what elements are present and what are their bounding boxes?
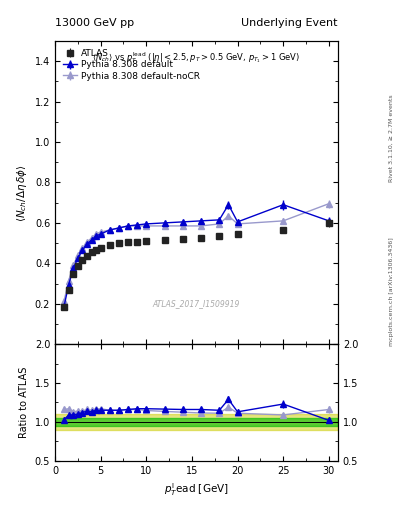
X-axis label: $p_T^{\rm l}$ead [GeV]: $p_T^{\rm l}$ead [GeV] [164, 481, 229, 498]
Y-axis label: $\langle N_{ch} / \Delta\eta\,\delta\phi\rangle$: $\langle N_{ch} / \Delta\eta\,\delta\phi… [15, 164, 29, 222]
Text: mcplots.cern.ch [arXiv:1306.3436]: mcplots.cern.ch [arXiv:1306.3436] [389, 238, 393, 346]
Text: Rivet 3.1.10, ≥ 2.7M events: Rivet 3.1.10, ≥ 2.7M events [389, 94, 393, 182]
Text: $\langle N_{ch}\rangle$ vs $p_T^{\rm lead}$ ($|\eta| < 2.5, p_T > 0.5$ GeV, $p_{: $\langle N_{ch}\rangle$ vs $p_T^{\rm lea… [92, 50, 301, 65]
Bar [55, 418, 338, 426]
Text: ATLAS_2017_I1509919: ATLAS_2017_I1509919 [153, 299, 240, 308]
Y-axis label: Ratio to ATLAS: Ratio to ATLAS [19, 367, 29, 438]
Text: 13000 GeV pp: 13000 GeV pp [55, 18, 134, 28]
Bar [55, 414, 338, 430]
Legend: ATLAS, Pythia 8.308 default, Pythia 8.308 default-noCR: ATLAS, Pythia 8.308 default, Pythia 8.30… [59, 46, 204, 84]
Text: Underlying Event: Underlying Event [241, 18, 338, 28]
